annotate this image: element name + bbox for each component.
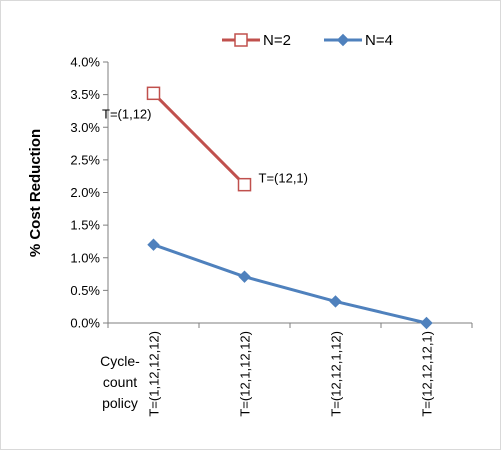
x-category-label: T=(12,12,12,1)	[420, 331, 435, 417]
axes	[103, 61, 473, 328]
data-point	[238, 270, 251, 283]
data-point	[147, 238, 160, 251]
x-category-label: T=(12,12,1,12)	[329, 331, 344, 417]
y-tick-label: 4.0%	[70, 55, 100, 70]
legend-entry: N=4	[324, 32, 393, 49]
legend: N=2 N=4	[222, 32, 393, 49]
point-label: T=(12,1)	[259, 171, 309, 186]
y-tick-labels: 0.0% 0.5% 1.0% 1.5% 2.0% 2.5% 3.0% 3.5% 4.0%	[70, 55, 100, 331]
data-point	[146, 86, 161, 101]
x-axis-side-label: Cycle- count policy	[100, 353, 140, 411]
x-axis-side-label-line-1: Cycle-	[100, 353, 140, 369]
data-point	[237, 177, 252, 192]
series	[146, 86, 433, 330]
x-category-label: T=(1,12,12,12)	[147, 331, 162, 417]
legend-marker	[336, 33, 350, 47]
legend-entry: N=2	[222, 32, 291, 49]
series-n-4	[147, 238, 433, 330]
y-axis-title: % Cost Reduction	[27, 129, 44, 257]
legend-label: N=4	[365, 32, 393, 49]
y-tick-label: 0.5%	[70, 283, 100, 298]
point-label: T=(1,12)	[102, 106, 152, 121]
legend-marker	[234, 33, 248, 47]
data-point	[420, 316, 433, 330]
y-tick-label: 1.5%	[70, 218, 100, 233]
y-tick-label: 2.0%	[70, 185, 100, 200]
data-point	[329, 295, 342, 308]
x-axis-side-label-line-2: count	[103, 374, 137, 390]
annotations: T=(1,12) T=(12,1)	[102, 106, 308, 185]
series-line	[152, 92, 246, 186]
y-tick-label: 1.0%	[70, 250, 100, 265]
x-category-label: T=(12,1,12,12)	[238, 331, 253, 417]
x-axis-side-label-line-3: policy	[102, 395, 138, 411]
y-tick-label: 2.5%	[70, 152, 100, 167]
legend-label: N=2	[263, 32, 291, 49]
series-line	[153, 243, 427, 325]
series-n-2	[146, 86, 252, 192]
y-tick-label: 3.0%	[70, 120, 100, 135]
y-tick-label: 0.0%	[70, 316, 100, 331]
x-tick-labels: T=(1,12,12,12) T=(12,1,12,12) T=(12,12,1,1…	[147, 331, 435, 417]
y-tick-label: 3.5%	[70, 87, 100, 102]
